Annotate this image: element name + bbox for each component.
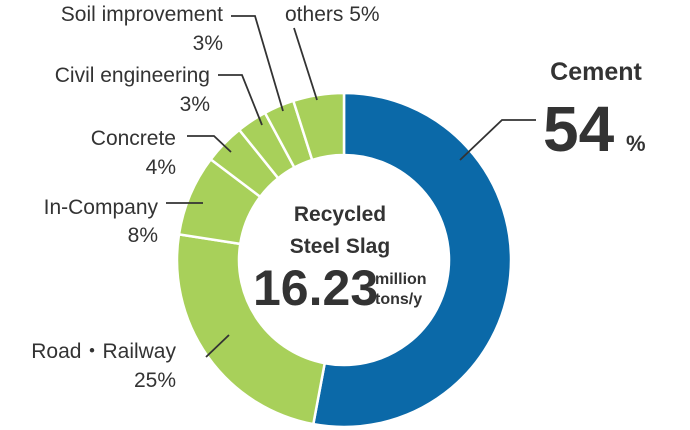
center-total-value: 16.23 [253, 260, 378, 316]
slice-labels: Cement 54 % Road・Railway 25% In-Company 8% Conc… [31, 3, 645, 392]
slice-cement [311, 91, 513, 429]
value-in-company: 8% [128, 224, 158, 247]
leader-cement [459, 119, 536, 161]
leader-civil-engineering [218, 74, 263, 126]
slice-road-railway [175, 232, 327, 426]
value-road-railway: 25% [134, 369, 176, 392]
donut-slices [175, 91, 513, 429]
center-unit-line2: tons/y [375, 291, 422, 308]
label-cement: Cement [550, 58, 642, 86]
label-concrete: Concrete [91, 127, 176, 150]
leader-others [293, 27, 318, 101]
value-concrete: 4% [146, 156, 176, 179]
value-cement: 54 [543, 93, 615, 165]
label-civil-engineering: Civil engineering [55, 64, 210, 87]
center-unit-line1: million [375, 271, 427, 288]
center-title-line1: Recycled [294, 203, 386, 226]
leader-concrete [187, 135, 232, 153]
label-road-railway: Road・Railway [31, 340, 176, 363]
leader-lines [166, 15, 536, 358]
value-others: 5% [349, 3, 379, 26]
slice-others [291, 91, 346, 162]
value-soil-improvement: 3% [193, 32, 223, 55]
leader-road-railway [205, 334, 230, 358]
label-soil-improvement: Soil improvement [61, 3, 223, 26]
value-civil-engineering: 3% [180, 93, 210, 116]
value-cement-percent-sign: % [626, 131, 646, 156]
label-others: others 5% [285, 3, 380, 26]
label-in-company: In-Company [44, 196, 159, 219]
leader-soil-improvement [231, 15, 284, 112]
center-title-line2: Steel Slag [290, 235, 390, 258]
